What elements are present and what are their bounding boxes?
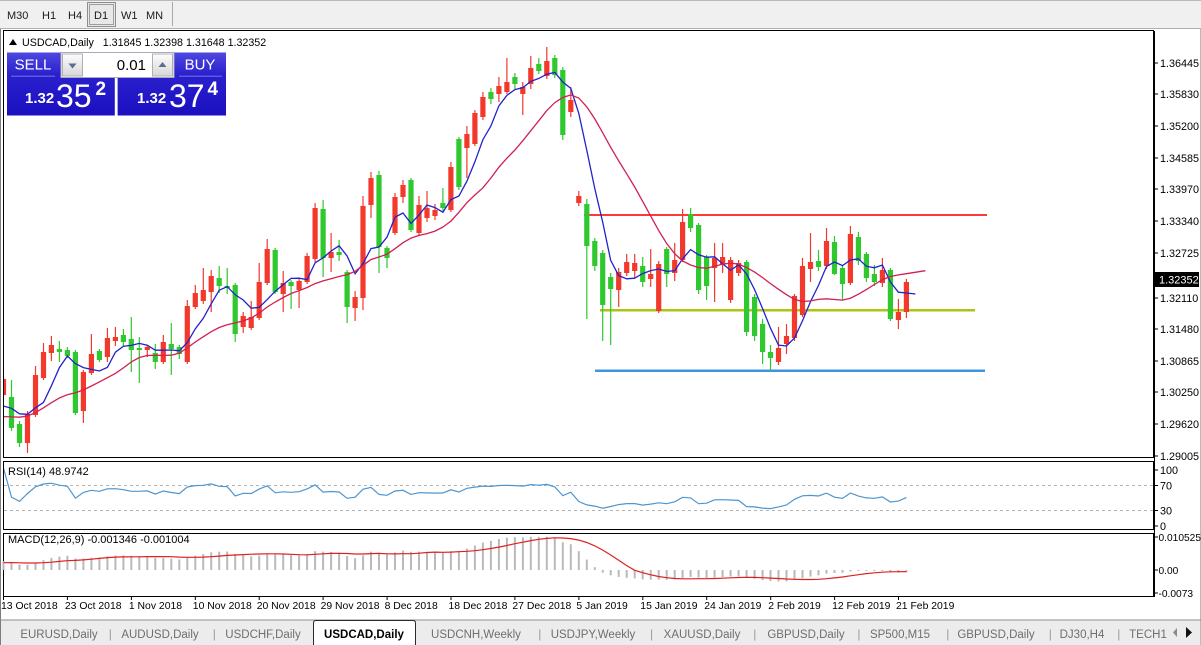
svg-text:DJ30,H4: DJ30,H4 <box>1060 629 1105 641</box>
svg-text:15 Jan 2019: 15 Jan 2019 <box>640 601 697 612</box>
svg-text:0: 0 <box>1160 521 1166 533</box>
svg-text:|: | <box>213 627 216 641</box>
svg-text:1.29005: 1.29005 <box>1160 451 1199 463</box>
svg-text:1.32: 1.32 <box>137 90 166 107</box>
svg-text:20 Nov 2018: 20 Nov 2018 <box>257 601 316 612</box>
svg-text:23 Oct 2018: 23 Oct 2018 <box>65 601 122 612</box>
svg-text:H1: H1 <box>42 10 56 22</box>
svg-text:USDJPY,Weekly: USDJPY,Weekly <box>551 629 636 641</box>
svg-text:1.33340: 1.33340 <box>1160 216 1199 228</box>
svg-text:0.01: 0.01 <box>117 57 146 74</box>
svg-text:1 Nov 2018: 1 Nov 2018 <box>129 601 182 612</box>
svg-text:1.35830: 1.35830 <box>1160 89 1199 101</box>
svg-text:4: 4 <box>208 79 219 100</box>
svg-text:1.30865: 1.30865 <box>1160 356 1199 368</box>
svg-text:|: | <box>1117 627 1120 641</box>
svg-text:TECH1: TECH1 <box>1129 629 1167 641</box>
svg-text:29 Nov 2018: 29 Nov 2018 <box>321 601 380 612</box>
svg-text:-0.0073: -0.0073 <box>1159 589 1194 600</box>
svg-text:|: | <box>109 627 112 641</box>
svg-text:1.32: 1.32 <box>25 90 54 107</box>
svg-text:8 Dec 2018: 8 Dec 2018 <box>385 601 438 612</box>
svg-text:1.33970: 1.33970 <box>1160 184 1199 196</box>
svg-text:1.31480: 1.31480 <box>1160 324 1199 336</box>
svg-text:37: 37 <box>169 78 205 114</box>
svg-text:2: 2 <box>96 79 107 100</box>
svg-text:|: | <box>753 627 756 641</box>
svg-text:18 Dec 2018: 18 Dec 2018 <box>449 601 508 612</box>
svg-text:|: | <box>857 627 860 641</box>
svg-text:1.35200: 1.35200 <box>1160 121 1199 133</box>
svg-text:D1: D1 <box>94 10 108 22</box>
svg-text:1.32725: 1.32725 <box>1160 248 1199 260</box>
svg-text:USDCNH,Weekly: USDCNH,Weekly <box>431 629 521 641</box>
svg-text:30: 30 <box>1160 506 1172 518</box>
svg-text:1.30250: 1.30250 <box>1160 387 1199 399</box>
svg-text:1.34585: 1.34585 <box>1160 153 1199 165</box>
svg-text:35: 35 <box>56 78 92 114</box>
svg-text:XAUUSD,Daily: XAUUSD,Daily <box>664 629 741 641</box>
svg-text:EURUSD,Daily: EURUSD,Daily <box>20 629 98 641</box>
svg-text:|: | <box>1049 627 1052 641</box>
svg-text:GBPUSD,Daily: GBPUSD,Daily <box>767 629 845 641</box>
svg-text:21 Feb 2019: 21 Feb 2019 <box>896 601 955 612</box>
svg-text:MN: MN <box>146 10 163 22</box>
svg-text:100: 100 <box>1160 465 1178 477</box>
svg-text:24 Jan 2019: 24 Jan 2019 <box>704 601 761 612</box>
svg-text:70: 70 <box>1160 481 1172 493</box>
svg-text:|: | <box>946 627 949 641</box>
svg-text:0.00: 0.00 <box>1159 566 1179 577</box>
svg-text:27 Dec 2018: 27 Dec 2018 <box>512 601 571 612</box>
svg-text:1.32110: 1.32110 <box>1160 293 1198 305</box>
svg-text:GBPUSD,Daily: GBPUSD,Daily <box>957 629 1035 641</box>
svg-text:M30: M30 <box>7 10 28 22</box>
svg-text:MACD(12,26,9) -0.001346 -0.001: MACD(12,26,9) -0.001346 -0.001004 <box>8 534 190 546</box>
svg-text:0.010525: 0.010525 <box>1159 533 1201 544</box>
svg-text:12 Feb 2019: 12 Feb 2019 <box>832 601 891 612</box>
svg-text:RSI(14) 48.9742: RSI(14) 48.9742 <box>8 466 89 478</box>
svg-text:USDCAD,Daily: USDCAD,Daily <box>324 629 404 641</box>
svg-text:13 Oct 2018: 13 Oct 2018 <box>1 601 58 612</box>
svg-text:USDCAD,Daily 1.31845 1.32398: USDCAD,Daily 1.31845 1.32398 1.31648 1.3… <box>22 37 266 49</box>
svg-text:W1: W1 <box>121 10 138 22</box>
svg-text:|: | <box>650 627 653 641</box>
svg-text:AUDUSD,Daily: AUDUSD,Daily <box>121 629 199 641</box>
svg-text:H4: H4 <box>68 10 82 22</box>
svg-text:2 Feb 2019: 2 Feb 2019 <box>768 601 821 612</box>
svg-text:1.32352: 1.32352 <box>1159 275 1199 287</box>
svg-text:USDCHF,Daily: USDCHF,Daily <box>225 629 301 641</box>
svg-text:|: | <box>538 627 541 641</box>
svg-text:5 Jan 2019: 5 Jan 2019 <box>576 601 628 612</box>
svg-text:BUY: BUY <box>185 57 216 74</box>
svg-text:10 Nov 2018: 10 Nov 2018 <box>193 601 252 612</box>
svg-text:1.36445: 1.36445 <box>1160 58 1199 70</box>
svg-text:SP500,M15: SP500,M15 <box>870 629 930 641</box>
svg-text:1.29620: 1.29620 <box>1160 419 1199 431</box>
svg-text:SELL: SELL <box>15 57 52 74</box>
